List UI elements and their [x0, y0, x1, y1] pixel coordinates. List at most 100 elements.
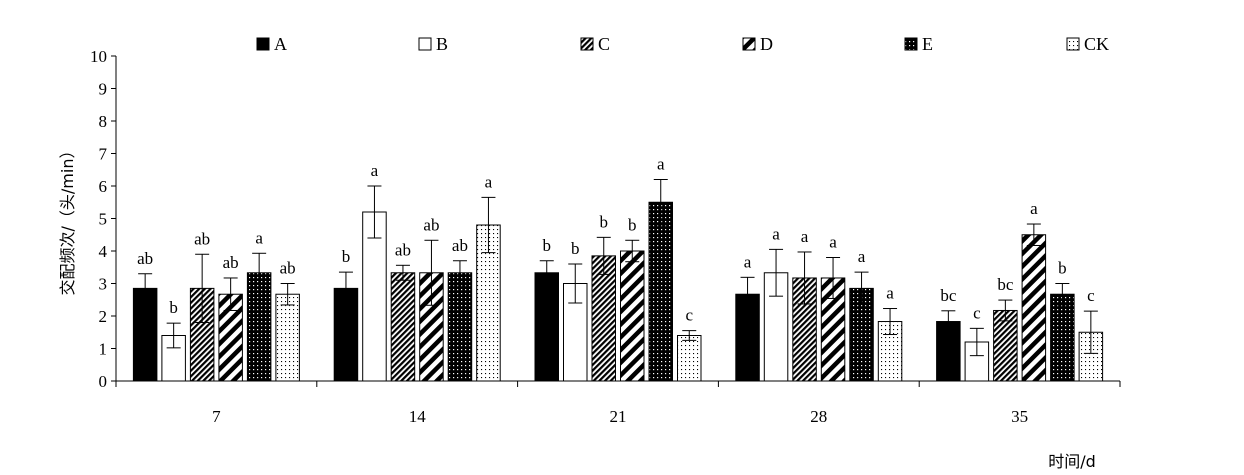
error-bar: [424, 239, 439, 306]
significance-label: b: [1058, 259, 1067, 278]
error-bar: [1055, 283, 1070, 306]
legend-label: C: [598, 34, 610, 54]
bar-ck-7: [275, 293, 300, 382]
legend-label: A: [274, 34, 287, 54]
significance-label: bc: [940, 286, 957, 305]
error-bar: [854, 271, 869, 306]
y-tick-label: 3: [99, 275, 108, 294]
error-bar: [395, 264, 410, 281]
error-bar: [338, 271, 353, 306]
error-bar: [941, 310, 956, 333]
legend-item-e: E: [904, 34, 933, 54]
y-tick-label: 2: [99, 307, 108, 326]
error-bar: [252, 252, 267, 293]
error-bar: [740, 276, 755, 312]
legend-swatch: [418, 37, 432, 51]
error-bar: [826, 257, 841, 299]
error-bar: [998, 299, 1013, 322]
legend-label: E: [922, 34, 933, 54]
significance-label: a: [485, 172, 493, 191]
bar-c-14: [390, 272, 416, 382]
y-tick-label: 8: [99, 112, 108, 131]
x-tick-label: 7: [212, 407, 221, 426]
legend-swatch: [742, 37, 756, 51]
significance-label: a: [255, 228, 263, 247]
significance-label: ab: [280, 259, 296, 278]
error-bar: [138, 273, 153, 304]
error-bar: [653, 179, 668, 226]
significance-label: a: [657, 155, 665, 174]
significance-label: b: [169, 298, 178, 317]
significance-label: a: [1030, 199, 1038, 218]
y-tick-label: 10: [90, 47, 107, 66]
significance-label: b: [628, 215, 637, 234]
y-tick-label: 6: [99, 177, 108, 196]
legend-label: B: [436, 34, 448, 54]
significance-label: a: [801, 227, 809, 246]
bar-d-21: [620, 250, 645, 382]
error-bar: [797, 251, 812, 305]
significance-label: b: [571, 239, 580, 258]
error-bar: [195, 253, 210, 323]
error-bar: [969, 327, 984, 357]
error-bar: [223, 277, 238, 311]
significance-label: c: [685, 306, 693, 325]
legend-item-a: A: [256, 34, 287, 54]
y-tick-label: 4: [99, 242, 108, 261]
error-bar: [280, 283, 295, 306]
significance-label: a: [858, 247, 866, 266]
bar-a-21: [534, 272, 559, 382]
error-bar: [1026, 223, 1041, 246]
significance-label: c: [973, 303, 981, 322]
bar-e-35: [1050, 293, 1075, 382]
y-tick-label: 9: [99, 80, 108, 99]
bar-ck-21: [677, 335, 702, 382]
bar-d-35: [1021, 234, 1047, 382]
significance-label: ab: [137, 249, 153, 268]
legend-label: CK: [1084, 34, 1109, 54]
significance-label: b: [543, 236, 552, 255]
significance-label: c: [1087, 286, 1095, 305]
x-tick-label: 28: [810, 407, 827, 426]
error-bar: [452, 260, 467, 286]
legend-swatch: [1066, 37, 1080, 51]
bar-e-21: [648, 201, 673, 382]
significance-label: b: [600, 212, 609, 231]
legend-swatch: [904, 37, 918, 51]
significance-label: ab: [452, 236, 468, 255]
y-tick-label: 0: [99, 372, 108, 391]
x-axis-title: 时间/d: [1048, 452, 1096, 471]
significance-label: ab: [423, 215, 439, 234]
significance-label: ab: [194, 229, 210, 248]
error-bar: [769, 248, 784, 297]
significance-label: a: [371, 161, 379, 180]
significance-label: ab: [223, 253, 239, 272]
error-bar: [539, 260, 554, 286]
y-axis: 0 1 2 3 4 5 6 7 8 9 10: [90, 47, 117, 391]
x-tick-label: 14: [409, 407, 427, 426]
x-tick-label: 21: [610, 407, 627, 426]
legend-swatch: [580, 37, 594, 51]
significance-label: ab: [395, 240, 411, 259]
y-axis-title: 交配频次/（头/min）: [58, 143, 77, 296]
y-tick-label: 5: [99, 210, 108, 229]
legend-swatch: [256, 37, 270, 51]
y-tick-label: 1: [99, 340, 108, 359]
legend-label: D: [760, 34, 773, 54]
legend: A B C D E CK: [256, 34, 1109, 54]
error-bar: [682, 330, 697, 341]
significance-label: b: [342, 247, 351, 266]
significance-label: a: [744, 252, 752, 271]
error-bar: [568, 263, 583, 304]
x-axis: 7 14 21 28 35: [115, 380, 1121, 426]
x-tick-label: 35: [1011, 407, 1028, 426]
error-bar: [883, 308, 898, 336]
y-tick-label: 7: [99, 145, 108, 164]
error-bar: [481, 196, 496, 254]
legend-item-ck: CK: [1066, 34, 1109, 54]
significance-label: a: [772, 224, 780, 243]
error-bar: [367, 185, 382, 239]
error-bar: [625, 239, 640, 263]
